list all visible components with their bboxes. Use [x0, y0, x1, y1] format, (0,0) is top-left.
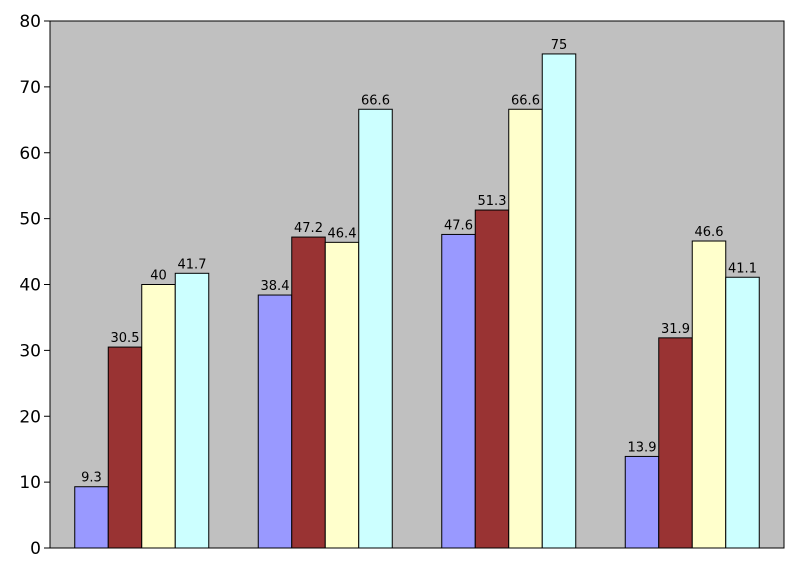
y-tick-label: 10 [19, 473, 41, 493]
data-label: 46.6 [695, 225, 724, 240]
data-label: 41.1 [728, 261, 757, 276]
bar [257, 294, 293, 549]
bar [541, 53, 577, 549]
y-tick-label: 50 [19, 210, 41, 230]
data-label: 66.6 [361, 93, 390, 108]
bar [141, 284, 176, 549]
data-label: 66.6 [511, 93, 540, 108]
y-tick-label: 80 [19, 12, 41, 32]
y-tick-label: 40 [19, 276, 41, 296]
y-tick-label: 0 [30, 539, 41, 559]
data-label: 9.3 [81, 471, 102, 486]
y-tick-label: 60 [19, 144, 41, 164]
data-label: 30.5 [111, 331, 140, 346]
bar [508, 108, 543, 549]
data-label: 31.9 [661, 322, 690, 337]
y-axis: 0 10 20 30 40 50 60 70 80 [19, 12, 50, 559]
y-tick-label: 70 [19, 78, 41, 98]
data-label: 75 [551, 38, 568, 53]
bar [441, 233, 476, 549]
bar [74, 486, 109, 549]
bar [107, 346, 143, 549]
data-labels: 9.3 38.4 47.6 13.9 30.5 47.2 51.3 31.9 40 46.4 66.… [81, 38, 757, 486]
bar [358, 108, 393, 549]
y-tick-label: 30 [19, 341, 41, 361]
bar [658, 337, 693, 549]
bar [474, 209, 510, 549]
data-label: 51.3 [478, 194, 507, 209]
data-label: 38.4 [261, 279, 290, 294]
data-label: 47.2 [294, 221, 323, 236]
bar [174, 272, 210, 549]
data-label: 40 [150, 269, 167, 284]
bar [624, 455, 660, 549]
bar [691, 240, 727, 549]
data-label: 41.7 [178, 257, 207, 272]
bar [324, 241, 360, 549]
data-label: 47.6 [444, 218, 473, 233]
bars [74, 53, 760, 549]
bar [725, 276, 760, 549]
bar [291, 236, 326, 549]
data-label: 46.4 [328, 226, 357, 241]
y-tick-label: 20 [19, 407, 41, 427]
data-label: 13.9 [628, 440, 657, 455]
